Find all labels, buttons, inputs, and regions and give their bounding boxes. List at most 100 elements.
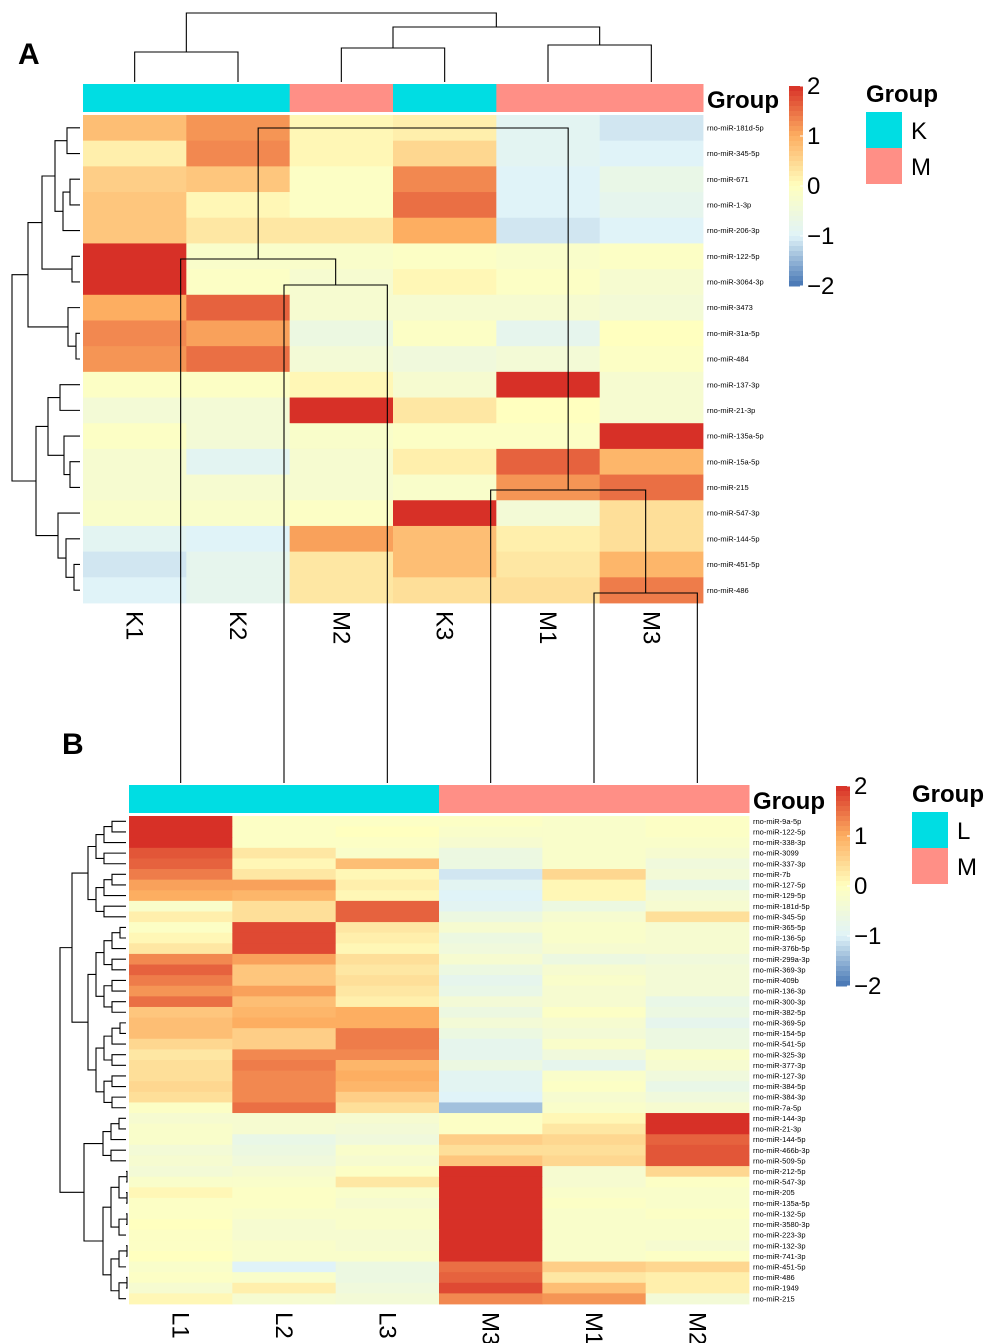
heatmap-cell (439, 1144, 543, 1156)
row-dendrogram-branch (95, 952, 104, 997)
color-scale-segment (836, 861, 850, 867)
heatmap-cell (439, 900, 543, 912)
group-bar-cell (645, 785, 750, 813)
heatmap-cell (439, 1166, 543, 1178)
heatmap-cell (542, 1155, 647, 1167)
group-legend-swatch (866, 112, 902, 148)
heatmap-cell (645, 869, 750, 881)
heatmap-cell (599, 448, 704, 475)
group-legend-title: Group (866, 81, 938, 108)
color-scale-segment (836, 941, 850, 947)
heatmap-cell (186, 551, 291, 578)
heatmap-cell (542, 1250, 647, 1262)
heatmap-cell (542, 1123, 647, 1135)
heatmap-cell (645, 1272, 750, 1284)
row-dendrogram-branch (95, 887, 104, 913)
row-dendrogram-branch (63, 435, 80, 476)
column-label: L2 (270, 1312, 297, 1339)
heatmap-cell (645, 1070, 750, 1082)
heatmap-cell (129, 1229, 233, 1241)
heatmap-cell (439, 1282, 543, 1294)
row-label: rno-miR-215 (753, 1294, 795, 1303)
heatmap-cell (129, 996, 233, 1008)
heatmap-cell (186, 140, 291, 167)
column-label: L3 (373, 1312, 400, 1339)
color-scale-segment (789, 136, 803, 142)
heatmap-cell (129, 1208, 233, 1220)
heatmap-cell (542, 1102, 647, 1114)
group-bar-cell (496, 84, 601, 112)
row-dendrogram-branch (95, 834, 104, 859)
heatmap-cell (335, 953, 440, 965)
heatmap-cell (393, 500, 497, 527)
heatmap-cell (496, 423, 601, 450)
heatmap-cell (439, 1272, 543, 1284)
heatmap-cell (289, 320, 394, 347)
column-label: M1 (580, 1312, 607, 1343)
row-dendrogram-branch (71, 255, 80, 283)
heatmap-cell (542, 1272, 647, 1284)
row-label: rno-miR-547-3p (707, 509, 760, 518)
heatmap-cell (232, 858, 337, 870)
heatmap-cell (335, 1229, 440, 1241)
heatmap-cell (129, 953, 233, 965)
heatmap-cell (542, 1134, 647, 1146)
heatmap-cell (393, 397, 497, 424)
row-dendrogram-branch (103, 852, 126, 865)
heatmap-cell (439, 1240, 543, 1252)
row-label: rno-miR-671 (707, 175, 749, 184)
heatmap-cell (393, 192, 497, 219)
color-scale-segment (836, 791, 850, 797)
heatmap-cell (335, 1208, 440, 1220)
row-label: rno-miR-3064-3p (707, 278, 764, 287)
color-scale-segment (836, 921, 850, 927)
heatmap-cell (542, 847, 647, 859)
row-label: rno-miR-223-3p (753, 1231, 806, 1240)
row-dendrogram-branch (103, 826, 126, 844)
color-scale-segment (836, 811, 850, 817)
row-dendrogram-branch (103, 1035, 112, 1061)
color-scale-segment (836, 871, 850, 877)
row-dendrogram-branch (118, 1117, 126, 1130)
row-label: rno-miR-377-3p (753, 1061, 806, 1070)
row-label: rno-miR-382-5p (753, 1008, 806, 1017)
column-dendrogram-branch (134, 51, 239, 82)
heatmap-cell (393, 448, 497, 475)
heatmap-cell (129, 869, 233, 881)
heatmap-cell (335, 1166, 440, 1178)
heatmap-cell (439, 953, 543, 965)
column-dendrogram-branch (185, 12, 497, 52)
color-scale-segment (789, 271, 803, 277)
heatmap-cell (232, 1293, 337, 1305)
heatmap-cell (335, 1017, 440, 1029)
heatmap-cell (335, 879, 440, 891)
row-label: rno-miR-215 (707, 483, 749, 492)
heatmap-cell (232, 975, 337, 987)
column-label: K1 (121, 611, 148, 640)
heatmap-cell (599, 371, 704, 398)
heatmap-cell (186, 269, 291, 296)
heatmap-cell (129, 911, 233, 923)
heatmap-cell (439, 1081, 543, 1093)
heatmap-cell (232, 1049, 337, 1061)
heatmap-cell (439, 1070, 543, 1082)
heatmap-cell (232, 1166, 337, 1178)
heatmap-cell (289, 551, 394, 578)
heatmap-cell (393, 140, 497, 167)
heatmap-cell (232, 1038, 337, 1050)
color-scale-segment (836, 936, 850, 942)
row-label: rno-miR-338-3p (753, 838, 806, 847)
heatmap-cell (439, 1049, 543, 1061)
row-label: rno-miR-3099 (753, 849, 799, 858)
row-dendrogram-branch (102, 1131, 111, 1157)
color-scale-segment (789, 146, 803, 152)
row-dendrogram-branch (111, 1075, 126, 1088)
color-scale-segment (789, 216, 803, 222)
heatmap-cell (645, 1144, 750, 1156)
heatmap-cell (129, 826, 233, 838)
row-label: rno-miR-369-3p (753, 965, 806, 974)
color-scale-segment (789, 256, 803, 262)
heatmap-cell (335, 1102, 440, 1114)
heatmap-cell (335, 975, 440, 987)
heatmap-cell (232, 1134, 337, 1146)
